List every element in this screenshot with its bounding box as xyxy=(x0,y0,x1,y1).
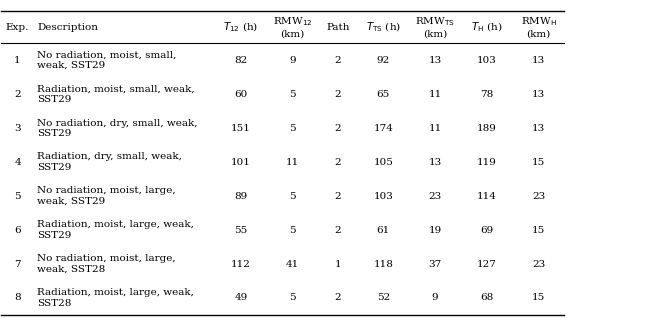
Text: 15: 15 xyxy=(532,293,545,303)
Text: 55: 55 xyxy=(234,226,248,235)
Text: 61: 61 xyxy=(376,226,390,235)
Text: 13: 13 xyxy=(532,124,545,133)
Text: 60: 60 xyxy=(234,90,248,99)
Text: 2: 2 xyxy=(335,226,341,235)
Text: No radiation, dry, small, weak,
SST29: No radiation, dry, small, weak, SST29 xyxy=(37,119,198,138)
Text: 2: 2 xyxy=(335,158,341,167)
Text: 103: 103 xyxy=(477,56,497,65)
Text: 2: 2 xyxy=(335,293,341,303)
Text: 23: 23 xyxy=(532,192,545,200)
Text: 5: 5 xyxy=(289,90,296,99)
Text: 174: 174 xyxy=(373,124,393,133)
Text: $T_{12}$ (h): $T_{12}$ (h) xyxy=(223,21,259,34)
Text: Path: Path xyxy=(326,23,350,32)
Text: 11: 11 xyxy=(428,124,441,133)
Text: 41: 41 xyxy=(286,259,299,269)
Text: 2: 2 xyxy=(335,124,341,133)
Text: 118: 118 xyxy=(373,259,393,269)
Text: 9: 9 xyxy=(432,293,438,303)
Text: 7: 7 xyxy=(14,259,21,269)
Text: 13: 13 xyxy=(532,56,545,65)
Text: 2: 2 xyxy=(14,90,21,99)
Text: 5: 5 xyxy=(289,293,296,303)
Text: $T_{\rm H}$ (h): $T_{\rm H}$ (h) xyxy=(471,21,502,34)
Text: Radiation, moist, large, weak,
SST28: Radiation, moist, large, weak, SST28 xyxy=(37,288,194,308)
Text: 127: 127 xyxy=(477,259,497,269)
Text: 65: 65 xyxy=(376,90,390,99)
Text: 6: 6 xyxy=(14,226,21,235)
Text: 101: 101 xyxy=(231,158,251,167)
Text: 13: 13 xyxy=(428,56,441,65)
Text: 49: 49 xyxy=(234,293,248,303)
Text: 5: 5 xyxy=(289,124,296,133)
Text: 8: 8 xyxy=(14,293,21,303)
Text: 5: 5 xyxy=(14,192,21,200)
Text: 23: 23 xyxy=(532,259,545,269)
Text: 52: 52 xyxy=(376,293,390,303)
Text: 69: 69 xyxy=(480,226,493,235)
Text: RMW$_{\rm H}$
(km): RMW$_{\rm H}$ (km) xyxy=(521,16,556,39)
Text: 13: 13 xyxy=(532,90,545,99)
Text: 15: 15 xyxy=(532,158,545,167)
Text: 9: 9 xyxy=(289,56,296,65)
Text: RMW$_{12}$
(km): RMW$_{12}$ (km) xyxy=(273,16,313,39)
Text: 37: 37 xyxy=(428,259,441,269)
Text: 112: 112 xyxy=(231,259,251,269)
Text: 103: 103 xyxy=(373,192,393,200)
Text: No radiation, moist, large,
weak, SST29: No radiation, moist, large, weak, SST29 xyxy=(37,186,176,206)
Text: 2: 2 xyxy=(335,90,341,99)
Text: 13: 13 xyxy=(428,158,441,167)
Text: 11: 11 xyxy=(286,158,299,167)
Text: No radiation, moist, small,
weak, SST29: No radiation, moist, small, weak, SST29 xyxy=(37,51,176,70)
Text: 11: 11 xyxy=(428,90,441,99)
Text: $T_{\rm TS}$ (h): $T_{\rm TS}$ (h) xyxy=(366,21,401,34)
Text: 1: 1 xyxy=(335,259,341,269)
Text: Description: Description xyxy=(37,23,98,32)
Text: 82: 82 xyxy=(234,56,248,65)
Text: 151: 151 xyxy=(231,124,251,133)
Text: 4: 4 xyxy=(14,158,21,167)
Text: RMW$_{\rm TS}$
(km): RMW$_{\rm TS}$ (km) xyxy=(415,16,455,39)
Text: 5: 5 xyxy=(289,192,296,200)
Text: 189: 189 xyxy=(477,124,497,133)
Text: 2: 2 xyxy=(335,56,341,65)
Text: Exp.: Exp. xyxy=(6,23,29,32)
Text: 3: 3 xyxy=(14,124,21,133)
Text: 119: 119 xyxy=(477,158,497,167)
Text: 68: 68 xyxy=(480,293,493,303)
Text: Radiation, moist, small, weak,
SST29: Radiation, moist, small, weak, SST29 xyxy=(37,85,194,104)
Text: 92: 92 xyxy=(376,56,390,65)
Text: 2: 2 xyxy=(335,192,341,200)
Text: No radiation, moist, large,
weak, SST28: No radiation, moist, large, weak, SST28 xyxy=(37,254,176,274)
Text: 5: 5 xyxy=(289,226,296,235)
Text: 78: 78 xyxy=(480,90,493,99)
Text: Radiation, moist, large, weak,
SST29: Radiation, moist, large, weak, SST29 xyxy=(37,220,194,240)
Text: 114: 114 xyxy=(477,192,497,200)
Text: Radiation, dry, small, weak,
SST29: Radiation, dry, small, weak, SST29 xyxy=(37,153,182,172)
Text: 105: 105 xyxy=(373,158,393,167)
Text: 19: 19 xyxy=(428,226,441,235)
Text: 89: 89 xyxy=(234,192,248,200)
Text: 1: 1 xyxy=(14,56,21,65)
Text: 15: 15 xyxy=(532,226,545,235)
Text: 23: 23 xyxy=(428,192,441,200)
